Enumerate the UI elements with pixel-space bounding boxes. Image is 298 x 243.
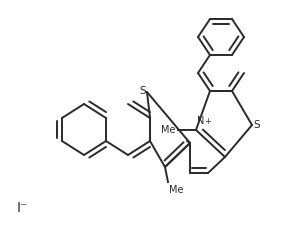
Text: Me: Me [169,185,184,195]
Text: S: S [253,120,260,130]
Text: N: N [197,116,204,126]
Text: +: + [204,117,211,126]
Text: Me: Me [162,125,176,135]
Text: I⁻: I⁻ [16,201,28,215]
Text: S: S [139,86,146,96]
